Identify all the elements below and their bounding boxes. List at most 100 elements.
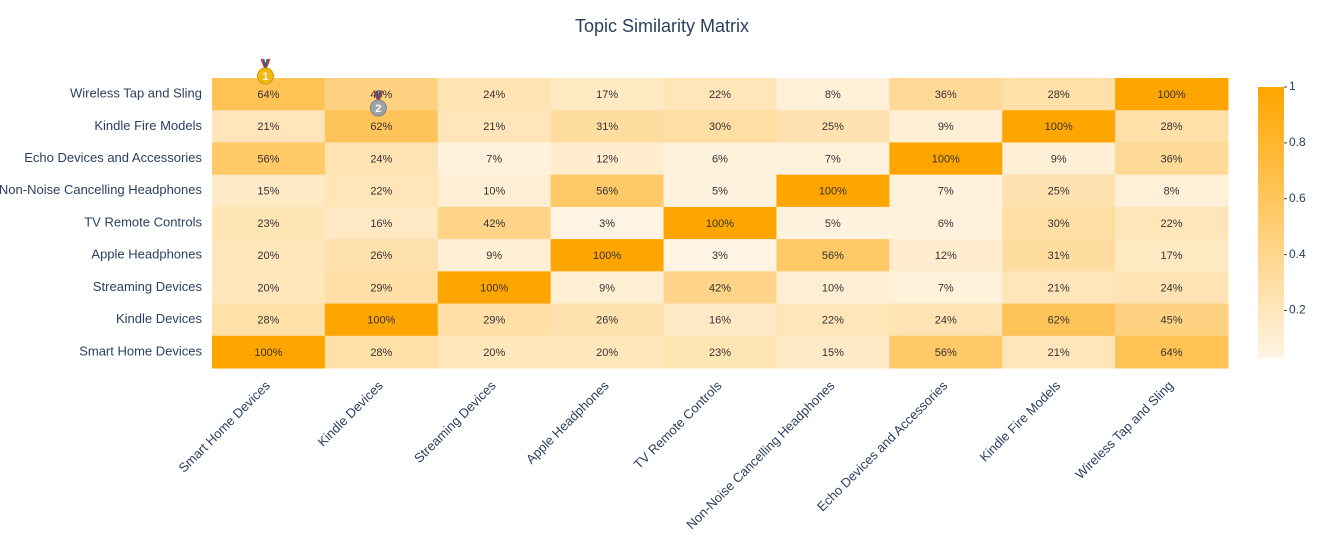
cell-label: 36% xyxy=(1161,153,1183,165)
cell-label: 7% xyxy=(486,153,502,165)
heatmap-cell xyxy=(437,335,552,369)
cell-label: 28% xyxy=(370,347,392,359)
cell-label: 56% xyxy=(822,250,844,262)
cell-label: 100% xyxy=(593,250,621,262)
heatmap-cell xyxy=(550,110,665,143)
heatmap-cell xyxy=(1002,335,1116,369)
heatmap-cell xyxy=(1002,142,1116,176)
cell-label: 26% xyxy=(596,315,618,327)
heatmap-cell xyxy=(663,206,777,240)
heatmap-cell xyxy=(889,110,1003,143)
cell-label: 30% xyxy=(1048,218,1070,230)
cell-label: 31% xyxy=(1048,250,1070,262)
cell-label: 9% xyxy=(938,121,954,133)
heatmap-cell xyxy=(776,303,890,337)
heatmap-cell xyxy=(889,142,1003,176)
cell-label: 25% xyxy=(1048,186,1070,198)
cell-label: 25% xyxy=(822,121,844,133)
cell-label: 5% xyxy=(825,218,841,230)
medal-ribbon xyxy=(262,58,269,69)
colorbar xyxy=(1258,87,1284,358)
cell-label: 3% xyxy=(599,218,615,230)
heatmap-cell xyxy=(1115,174,1229,208)
cell-label: 28% xyxy=(1161,121,1183,133)
heatmap-cell xyxy=(889,271,1003,305)
heatmap-cell xyxy=(550,335,665,369)
heatmap-cell xyxy=(776,335,890,369)
cell-label: 16% xyxy=(709,315,731,327)
heatmap-cell xyxy=(889,335,1003,369)
heatmap-cell xyxy=(550,142,665,176)
heatmap-cell xyxy=(889,303,1003,337)
cell-label: 100% xyxy=(367,315,395,327)
heatmap-cell xyxy=(1115,303,1229,337)
y-tick-label: Non-Noise Cancelling Headphones xyxy=(0,182,202,197)
x-tick-label: Smart Home Devices xyxy=(176,378,274,476)
y-tick-label: Streaming Devices xyxy=(93,279,203,294)
heatmap-cell xyxy=(663,239,777,272)
cell-label: 100% xyxy=(254,347,282,359)
heatmap-cell xyxy=(324,239,439,272)
cell-label: 100% xyxy=(819,186,847,198)
heatmap-cell xyxy=(663,174,777,208)
cell-label: 24% xyxy=(370,153,392,165)
cell-label: 6% xyxy=(938,218,954,230)
cell-label: 17% xyxy=(596,89,618,101)
heatmap-cell xyxy=(437,239,552,272)
heatmap-cell xyxy=(437,78,552,111)
cell-label: 10% xyxy=(483,186,505,198)
heatmap-cell xyxy=(663,335,777,369)
heatmap-cell xyxy=(324,335,439,369)
heatmap-cell xyxy=(776,174,890,208)
medal xyxy=(256,67,274,85)
cell-label: 6% xyxy=(712,153,728,165)
cell-label: 100% xyxy=(1045,121,1073,133)
heatmap-cell xyxy=(437,110,552,143)
medal-rank: 2 xyxy=(375,103,381,115)
medal xyxy=(369,99,387,117)
cell-label: 22% xyxy=(822,315,844,327)
cell-label: 8% xyxy=(825,89,841,101)
cell-label: 9% xyxy=(599,282,615,294)
heatmap-cell xyxy=(1002,110,1116,143)
x-tick-label: Streaming Devices xyxy=(411,378,499,466)
cell-label: 31% xyxy=(596,121,618,133)
heatmap-cell xyxy=(1115,335,1229,369)
heatmap-cell xyxy=(889,206,1003,240)
y-tick-label: Echo Devices and Accessories xyxy=(24,150,202,165)
heatmap-cell xyxy=(324,142,439,176)
cell-label: 100% xyxy=(706,218,734,230)
heatmap-cell xyxy=(437,142,552,176)
cell-label: 100% xyxy=(480,282,508,294)
cell-label: 7% xyxy=(938,282,954,294)
cell-label: 24% xyxy=(483,89,505,101)
heatmap-cell xyxy=(889,78,1003,111)
heatmap-cell xyxy=(663,78,777,111)
cell-label: 56% xyxy=(935,347,957,359)
heatmap-cell xyxy=(776,271,890,305)
cell-label: 26% xyxy=(370,250,392,262)
colorbar-tick-label: 0.4 xyxy=(1289,247,1306,261)
heatmap-cell xyxy=(550,174,665,208)
cell-label: 22% xyxy=(709,89,731,101)
heatmap-cell xyxy=(324,271,439,305)
heatmap-cell xyxy=(1002,174,1116,208)
heatmap-cell xyxy=(437,271,552,305)
cell-label: 62% xyxy=(370,121,392,133)
heatmap-cell xyxy=(212,142,326,176)
heatmap-cell xyxy=(550,78,665,111)
heatmap-cell xyxy=(663,271,777,305)
heatmap-cell xyxy=(324,206,439,240)
heatmap-cell xyxy=(776,78,890,111)
y-tick-label: Kindle Devices xyxy=(116,311,202,326)
cell-label: 15% xyxy=(822,347,844,359)
cell-label: 17% xyxy=(1161,250,1183,262)
y-tick-label: Kindle Fire Models xyxy=(94,118,202,133)
colorbar-tick-label: 0.6 xyxy=(1289,191,1306,205)
heatmap-cell xyxy=(663,303,777,337)
heatmap-cell xyxy=(1115,78,1229,111)
cell-label: 64% xyxy=(1161,347,1183,359)
heatmap-cell xyxy=(663,110,777,143)
cell-label: 20% xyxy=(257,250,279,262)
